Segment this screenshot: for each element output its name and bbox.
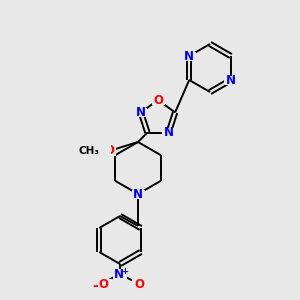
FancyBboxPatch shape <box>152 95 164 104</box>
FancyBboxPatch shape <box>224 76 237 85</box>
Text: methoxy: methoxy <box>72 146 106 155</box>
Text: N: N <box>114 268 124 281</box>
Text: O: O <box>153 94 163 106</box>
FancyBboxPatch shape <box>134 108 147 117</box>
FancyBboxPatch shape <box>183 52 196 61</box>
Text: N: N <box>136 106 146 119</box>
FancyBboxPatch shape <box>132 279 146 289</box>
Text: N: N <box>133 188 143 200</box>
Text: O: O <box>104 145 114 158</box>
FancyBboxPatch shape <box>103 146 116 155</box>
FancyBboxPatch shape <box>69 145 109 157</box>
Text: N: N <box>164 126 174 139</box>
FancyBboxPatch shape <box>131 190 145 199</box>
FancyBboxPatch shape <box>71 146 107 156</box>
FancyBboxPatch shape <box>162 128 175 137</box>
FancyBboxPatch shape <box>90 279 112 289</box>
Text: O: O <box>134 278 144 290</box>
Text: +: + <box>122 268 128 277</box>
Text: O: O <box>98 278 108 290</box>
Text: N: N <box>226 74 236 86</box>
Text: N: N <box>184 50 194 62</box>
Text: methoxy: methoxy <box>72 148 102 154</box>
Text: -: - <box>92 279 98 293</box>
Text: CH₃: CH₃ <box>79 146 100 156</box>
FancyBboxPatch shape <box>113 269 127 279</box>
FancyBboxPatch shape <box>67 145 111 157</box>
